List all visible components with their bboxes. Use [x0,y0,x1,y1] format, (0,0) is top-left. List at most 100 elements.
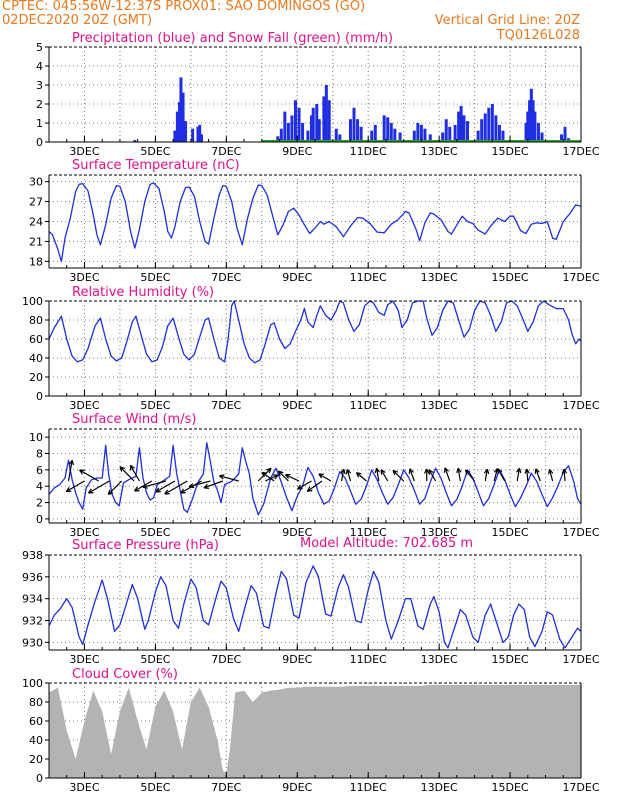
precip-bar [476,130,480,142]
precip-bar [286,123,290,142]
wind-arrow [278,470,289,482]
y-tick-label: 938 [22,549,43,562]
x-tick-label: 11DEC [350,271,387,284]
wind-arrowhead [189,486,195,489]
x-tick-label: 17DEC [562,526,599,539]
wind-arrowhead [68,459,73,465]
x-tick-label: 7DEC [211,526,241,539]
wind-arrow [356,472,367,482]
precip-bar [327,100,331,142]
x-tick-label: 7DEC [211,653,241,666]
y-tick-label: 40 [29,352,43,365]
wind-arrow [134,480,153,492]
precip-bar [309,115,313,142]
x-tick-label: 5DEC [140,271,170,284]
wind-arrowhead [130,464,135,469]
wind-arrowhead [107,489,111,495]
wind-arrowhead [408,468,411,474]
wind-arrow [261,471,275,482]
precip-bar [338,134,342,142]
wind-arrowhead [142,486,148,489]
y-tick-label: 20 [29,753,43,766]
precip-bar [322,96,326,142]
precip-bar [483,113,487,142]
precip-bar [301,123,305,142]
precip-bar [428,134,432,142]
panel-rh: Relative Humidity (%) 0 20 40 60 80 100 3DEC 5DE… [22,285,600,412]
wind-arrowhead [486,469,490,475]
wind-arrow [465,469,476,482]
precip-bar [334,128,338,142]
wind-arrowhead [526,468,530,474]
precip-bar [315,104,319,142]
precip-bar [359,126,363,142]
wind-arrowhead [88,488,92,494]
x-tick-label: 13DEC [421,399,458,412]
wind-arrowhead [534,468,537,474]
y-tick-label: 60 [29,715,43,728]
wind-arrowhead [155,487,160,493]
x-tick-label: 11DEC [350,145,387,158]
wind-arrowhead [261,471,267,474]
precip-bar [453,124,457,142]
wind-arrowhead [65,487,70,492]
x-tick-label: 9DEC [282,271,312,284]
precip-bar [173,130,177,142]
wind-arrow [548,469,554,482]
precip-bar [356,119,360,142]
precip-bar [398,132,402,142]
panel-pressure: Surface Pressure (hPa) 930 932 934 936 938 3DE… [22,538,600,666]
precip-bar [540,132,544,142]
wind-arrow [526,468,529,482]
precip-bar [175,111,179,142]
x-tick-label: 9DEC [282,653,312,666]
wind-arrow [155,480,176,493]
precip-bar [423,128,427,142]
y-tick-label: 27 [29,196,43,209]
wind-arrowhead [318,473,323,479]
wind-arrow [188,480,211,488]
precip-bar [393,128,397,142]
x-tick-label: 5DEC [140,781,170,794]
wind-arrow [129,465,140,482]
precip-bar [497,124,501,142]
wind-arrowhead [268,468,272,474]
precip-bar [531,100,535,142]
wind-arrowhead [278,470,284,474]
x-tick-label: 3DEC [69,399,99,412]
precip-bar [373,124,377,142]
precip-bar [370,130,374,142]
wind-arrow [219,475,239,482]
x-tick-label: 13DEC [421,145,458,158]
y-tick-label: 100 [22,295,43,308]
wind-arrow [428,469,437,482]
precip-bar [290,115,294,142]
grid-note: Vertical Grid Line: 20Z [434,13,580,28]
precip-bar [462,115,466,142]
wind-arrowhead [392,469,398,473]
precip-bar [490,104,494,142]
precip-bar [311,107,315,142]
wind-arrowhead [134,486,138,492]
wind-arrowhead [428,469,434,474]
precip-bar [536,123,540,142]
wind-arrow [265,474,279,482]
wind-arrow [88,480,110,494]
wind-arrowhead [180,488,185,494]
panel-wind: Surface Wind (m/s) 0 2 4 6 8 10 3DEC 5DEC 7DEC 9DE… [29,412,600,539]
wind-arrowhead [119,466,123,472]
precip-bar [459,105,463,142]
wind-arrow [203,480,223,489]
panel-title: Precipitation (blue) and Snow Fall (gree… [72,31,393,46]
y-tick-label: 3 [36,79,43,92]
wind-arrow [380,469,389,482]
x-tick-label: 7DEC [211,145,241,158]
wind-arrowhead [457,467,462,473]
x-tick-label: 5DEC [140,526,170,539]
x-tick-label: 17DEC [562,653,599,666]
x-tick-label: 17DEC [562,145,599,158]
wind-arrow [164,480,188,495]
x-tick-label: 9DEC [282,145,312,158]
wind-arrow [457,468,462,482]
precip-bar [501,130,505,142]
